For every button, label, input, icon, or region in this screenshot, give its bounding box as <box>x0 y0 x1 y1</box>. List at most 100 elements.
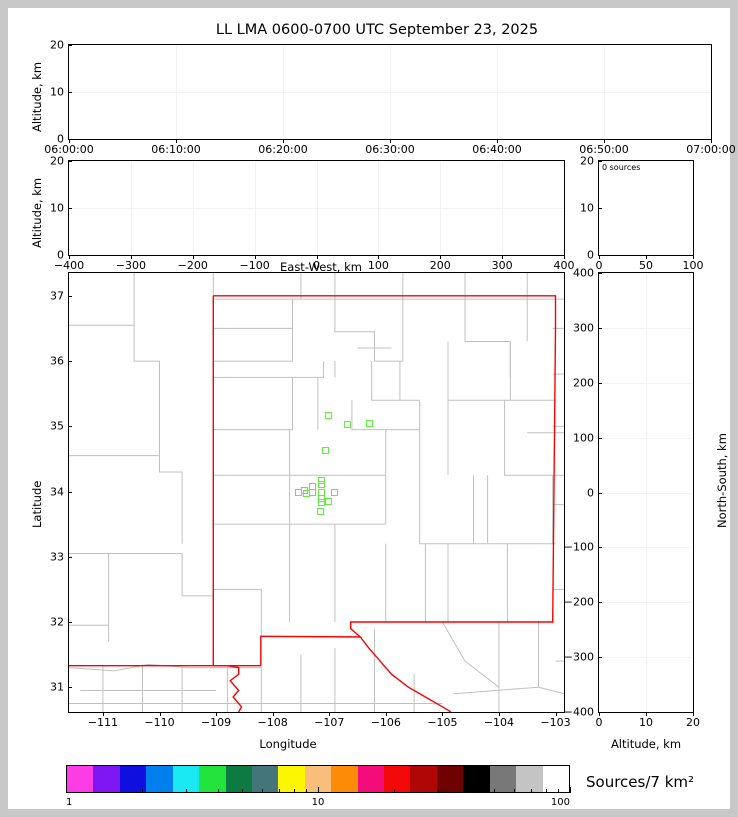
y-tick-label: 100 <box>573 431 594 445</box>
axis-tick-x <box>646 255 647 259</box>
y-tick-label: 33 <box>50 550 64 564</box>
colorbar-segment <box>225 766 252 792</box>
axis-tick-x <box>599 255 600 259</box>
gridline-horizontal <box>69 208 564 209</box>
y-tick-label: 32 <box>50 615 64 629</box>
x-tick-label: 0 <box>595 716 603 729</box>
y-tick-label: 0 <box>587 486 594 499</box>
x-tick-label: −104 <box>483 716 515 729</box>
axis-tick-y <box>68 92 72 93</box>
x-tick-label: 100 <box>367 259 389 272</box>
gridline-horizontal <box>69 92 711 93</box>
y-tick-label: 300 <box>573 321 594 335</box>
axis-tick-y <box>68 45 72 46</box>
colorbar-title: Sources/7 km² <box>586 773 694 791</box>
x-tick-label: −103 <box>540 716 571 729</box>
y-tick-label: 10 <box>50 201 64 215</box>
x-tick-label: 10 <box>639 716 653 729</box>
east-west-vs-altitude-panel[interactable] <box>68 160 565 256</box>
map-boundary-line <box>424 543 556 623</box>
y-tick-label: 20 <box>50 38 64 52</box>
map-boundary-line <box>213 588 352 637</box>
axis-tick-y <box>598 712 602 713</box>
axis-tick-y <box>68 255 72 256</box>
map-boundary-line <box>69 663 262 672</box>
latitude-longitude-map-panel[interactable] <box>68 272 565 713</box>
x-tick-label: −109 <box>200 716 232 729</box>
map-boundary-line <box>213 361 325 378</box>
y-tick-label: 36 <box>50 354 64 368</box>
colorbar-segment <box>542 766 569 792</box>
axis-tick-x <box>254 255 256 259</box>
colorbar-segment <box>410 766 437 792</box>
colorbar-segment <box>489 766 517 792</box>
y-tick-label: 10 <box>580 201 594 215</box>
colorbar-segment <box>304 766 332 792</box>
colorbar-segment <box>463 766 490 792</box>
axis-tick-x <box>502 255 504 259</box>
x-tick-label: 06:10:00 <box>151 143 201 156</box>
axis-tick-y <box>68 161 72 162</box>
x-tick-label: 300 <box>491 259 513 272</box>
source-marker <box>322 446 330 454</box>
x-tick-label: −106 <box>370 716 401 729</box>
source-count-annotation: 0 sources <box>602 163 641 172</box>
source-marker <box>317 489 325 497</box>
gridline-horizontal <box>599 492 693 494</box>
colorbar-segment <box>251 766 279 792</box>
colorbar-segment <box>436 766 464 792</box>
source-count-histogram-panel[interactable]: 0 sources <box>598 160 694 256</box>
y-tick-label: −400 <box>563 705 594 719</box>
y-tick-label: 20 <box>580 154 594 168</box>
y-tick-label: 400 <box>573 266 594 280</box>
map-boundary-line <box>213 665 243 712</box>
axis-tick-y <box>598 492 602 494</box>
y-tick-label: 10 <box>50 85 64 99</box>
colorbar-segment <box>199 766 226 792</box>
x-tick-label: −200 <box>177 259 208 272</box>
x-tick-label: 06:40:00 <box>472 143 522 156</box>
axis-tick-x <box>390 139 391 143</box>
axis-tick-x <box>176 139 177 143</box>
colorbar-segment <box>331 766 358 792</box>
axis-tick-x <box>69 255 70 259</box>
x-tick-label: −108 <box>257 716 288 729</box>
x-tick-label: 0 <box>313 259 320 272</box>
ns-panel-ylabel: North-South, km <box>715 433 729 528</box>
axis-tick-y <box>598 255 602 256</box>
gridline-horizontal <box>599 382 693 384</box>
axis-tick-x <box>498 712 500 716</box>
gridline-horizontal <box>599 547 693 549</box>
altitude-vs-north-south-panel[interactable] <box>598 272 694 713</box>
source-marker <box>309 489 317 497</box>
time-vs-altitude-panel[interactable] <box>68 44 712 140</box>
gridline-horizontal <box>599 602 693 604</box>
colorbar-segment <box>172 766 200 792</box>
x-tick-label: −110 <box>144 716 175 729</box>
axis-tick-y <box>68 556 72 558</box>
colorbar-segment <box>357 766 385 792</box>
colorbar-segment <box>146 766 173 792</box>
x-tick-label: −111 <box>87 716 119 729</box>
colorbar[interactable] <box>66 765 570 793</box>
colorbar-min-label: 1 <box>66 797 73 808</box>
axis-tick-x <box>69 139 70 143</box>
axis-tick-y <box>68 621 72 623</box>
axis-tick-x <box>693 255 694 259</box>
y-tick-label: 37 <box>50 289 64 303</box>
map-boundary-line <box>213 299 293 362</box>
source-marker <box>308 482 316 490</box>
x-tick-label: 50 <box>639 259 653 272</box>
map-boundary-line <box>359 636 452 712</box>
x-tick-label: −107 <box>314 716 345 729</box>
y-tick-label: 0 <box>587 248 594 262</box>
page-title: LL LMA 0600-0700 UTC September 23, 2025 <box>215 22 539 38</box>
axis-tick-y <box>598 602 602 604</box>
axis-tick-x <box>555 712 557 716</box>
source-marker <box>316 507 324 515</box>
axis-tick-x <box>604 139 605 143</box>
source-marker <box>324 411 332 419</box>
x-tick-label: −300 <box>115 259 146 272</box>
axis-tick-y <box>598 273 602 274</box>
colorbar-segment <box>278 766 305 792</box>
